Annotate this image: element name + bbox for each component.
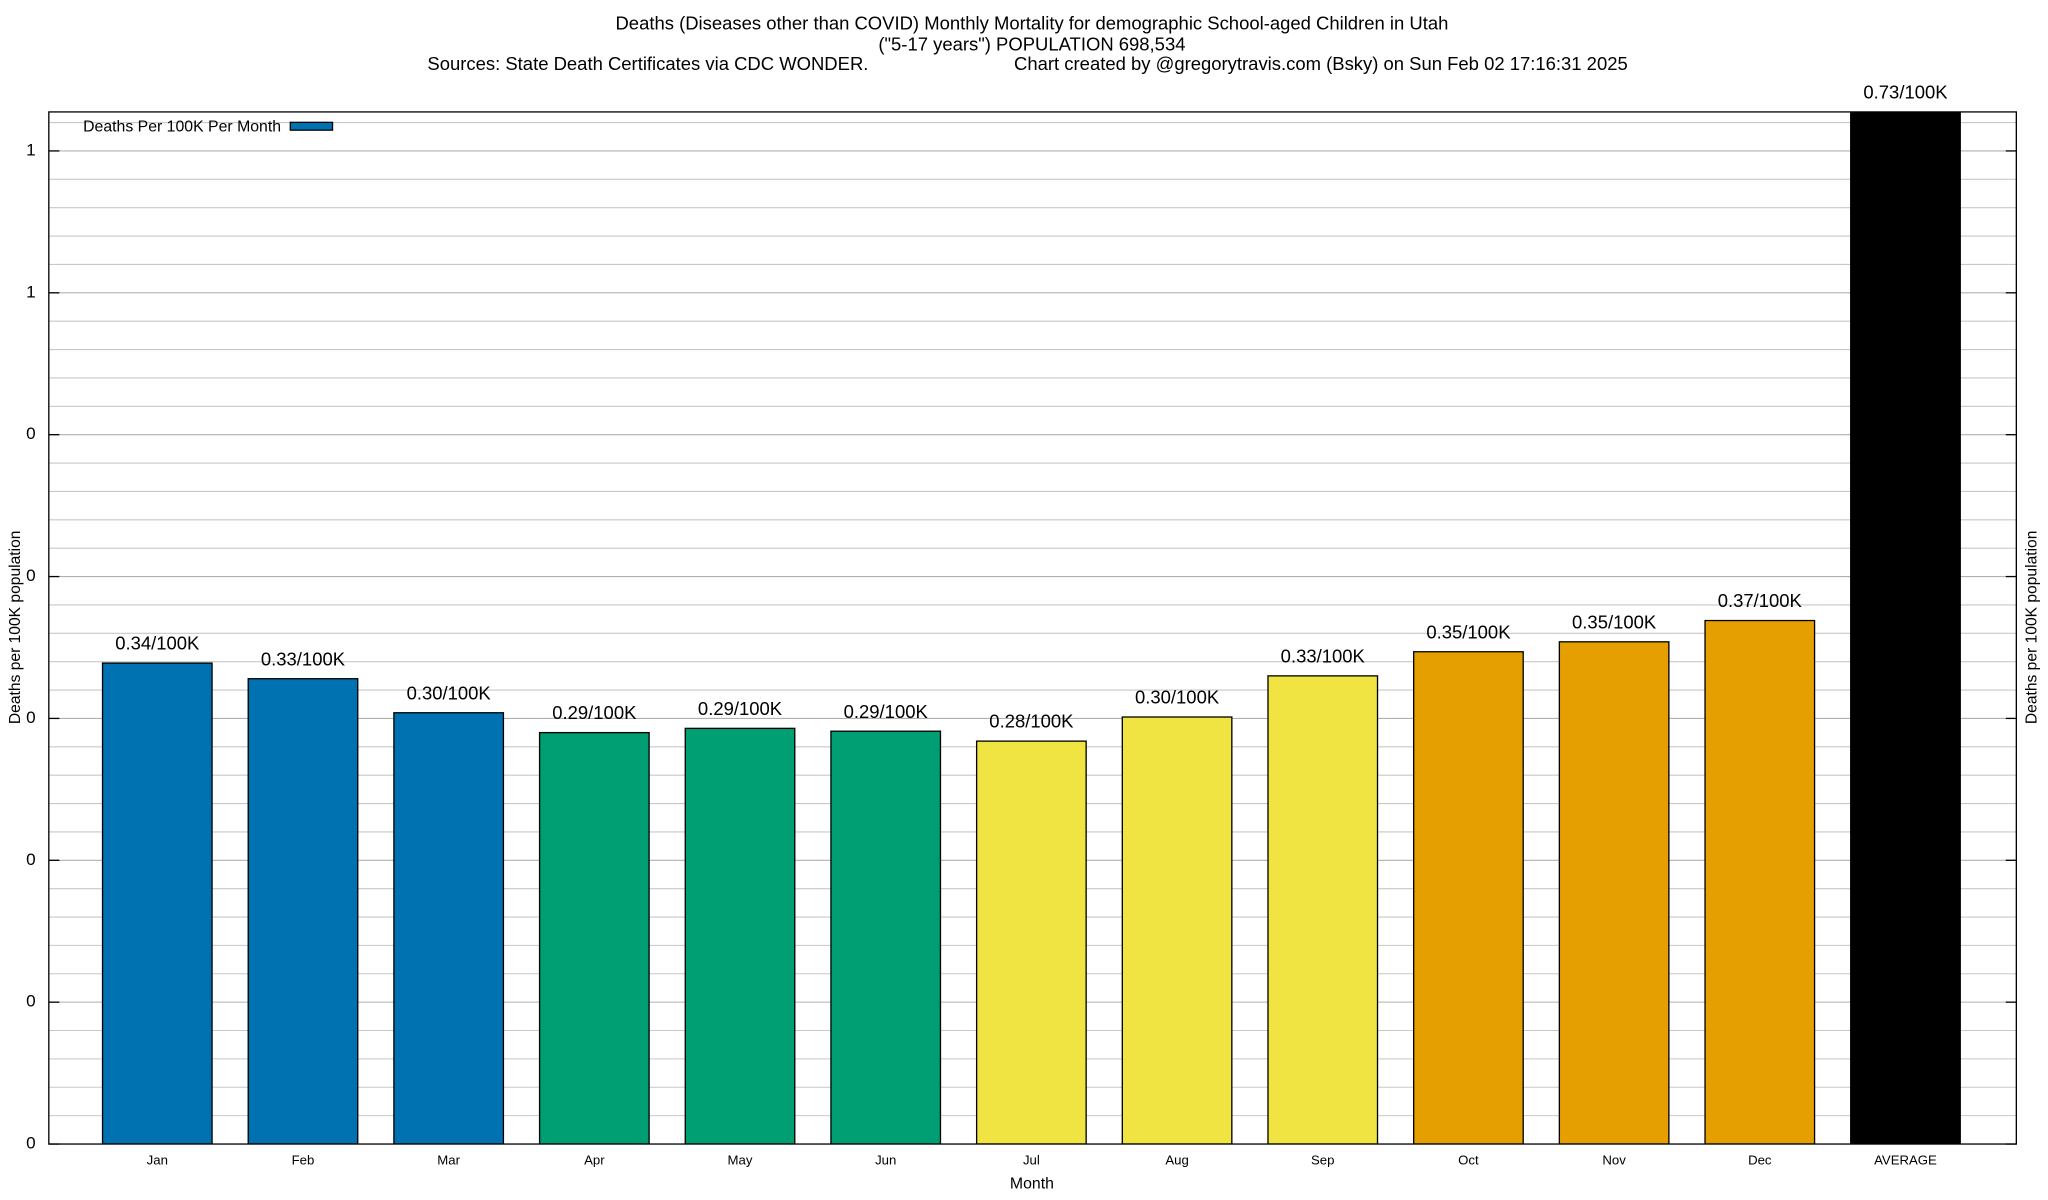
y-tick-label: 0 <box>26 566 36 585</box>
legend-label: Deaths Per 100K Per Month <box>83 119 281 136</box>
y-tick-label: 0 <box>26 708 36 727</box>
bar <box>247 678 359 1145</box>
y-tick-label: 0 <box>26 992 36 1011</box>
x-tick-label: Jan <box>147 1152 168 1167</box>
value-label: 0.29/100K <box>844 701 929 722</box>
x-tick-label: Feb <box>292 1152 315 1167</box>
value-label: 0.29/100K <box>552 702 637 723</box>
bar <box>538 731 650 1145</box>
plot-frame <box>48 111 2017 1145</box>
credit: Chart created by @gregorytravis.com (Bsk… <box>1014 53 1628 74</box>
value-label: 0.37/100K <box>1718 590 1803 611</box>
bar <box>1704 619 1816 1145</box>
value-label: 0.33/100K <box>1281 646 1366 667</box>
x-tick-label: Dec <box>1748 1152 1772 1167</box>
bar <box>393 712 505 1145</box>
y-tick-label: 0 <box>26 850 36 869</box>
value-label: 0.73/100K <box>1863 82 1948 103</box>
y-axis-label: Deaths per 100K population <box>7 531 24 725</box>
bar <box>1121 716 1233 1145</box>
chart-title: Deaths (Diseases other than COVID) Month… <box>615 13 1448 34</box>
bar <box>975 740 1087 1145</box>
x-axis-label: Month <box>1010 1176 1054 1193</box>
chart-subtitle: ("5-17 years") POPULATION 698,534 <box>878 33 1185 54</box>
value-label: 0.33/100K <box>261 648 346 669</box>
x-tick-label: Apr <box>584 1152 605 1167</box>
bar <box>684 727 796 1145</box>
x-tick-label: May <box>728 1152 753 1167</box>
y-tick-label: 1 <box>26 282 36 301</box>
value-label: 0.28/100K <box>989 711 1074 732</box>
bar <box>830 730 942 1145</box>
x-tick-label: Jul <box>1023 1152 1040 1167</box>
value-label: 0.35/100K <box>1426 621 1511 642</box>
x-tick-label: Sep <box>1311 1152 1334 1167</box>
x-tick-label: Aug <box>1165 1152 1188 1167</box>
bar <box>1413 651 1524 1145</box>
value-label: 0.34/100K <box>115 633 200 654</box>
bar <box>1850 111 1961 1145</box>
y2-axis-label: Deaths per 100K population <box>2023 531 2040 725</box>
value-label: 0.35/100K <box>1572 612 1657 633</box>
bar <box>1558 641 1670 1145</box>
value-label: 0.30/100K <box>407 682 492 703</box>
sources: Sources: State Death Certificates via CD… <box>427 53 868 74</box>
value-label: 0.29/100K <box>698 698 783 719</box>
x-tick-label: Oct <box>1458 1152 1479 1167</box>
legend-swatch <box>289 121 334 131</box>
value-label: 0.30/100K <box>1135 687 1220 708</box>
x-tick-label: AVERAGE <box>1874 1152 1937 1167</box>
x-tick-label: Mar <box>437 1152 460 1167</box>
x-tick-label: Jun <box>875 1152 896 1167</box>
x-tick-label: Nov <box>1602 1152 1626 1167</box>
y-tick-label: 0 <box>26 424 36 443</box>
y-tick-label: 0 <box>26 1134 36 1153</box>
bars <box>101 111 1961 1145</box>
bar <box>101 662 213 1145</box>
bar <box>1267 675 1379 1145</box>
y-tick-label: 1 <box>26 141 36 160</box>
